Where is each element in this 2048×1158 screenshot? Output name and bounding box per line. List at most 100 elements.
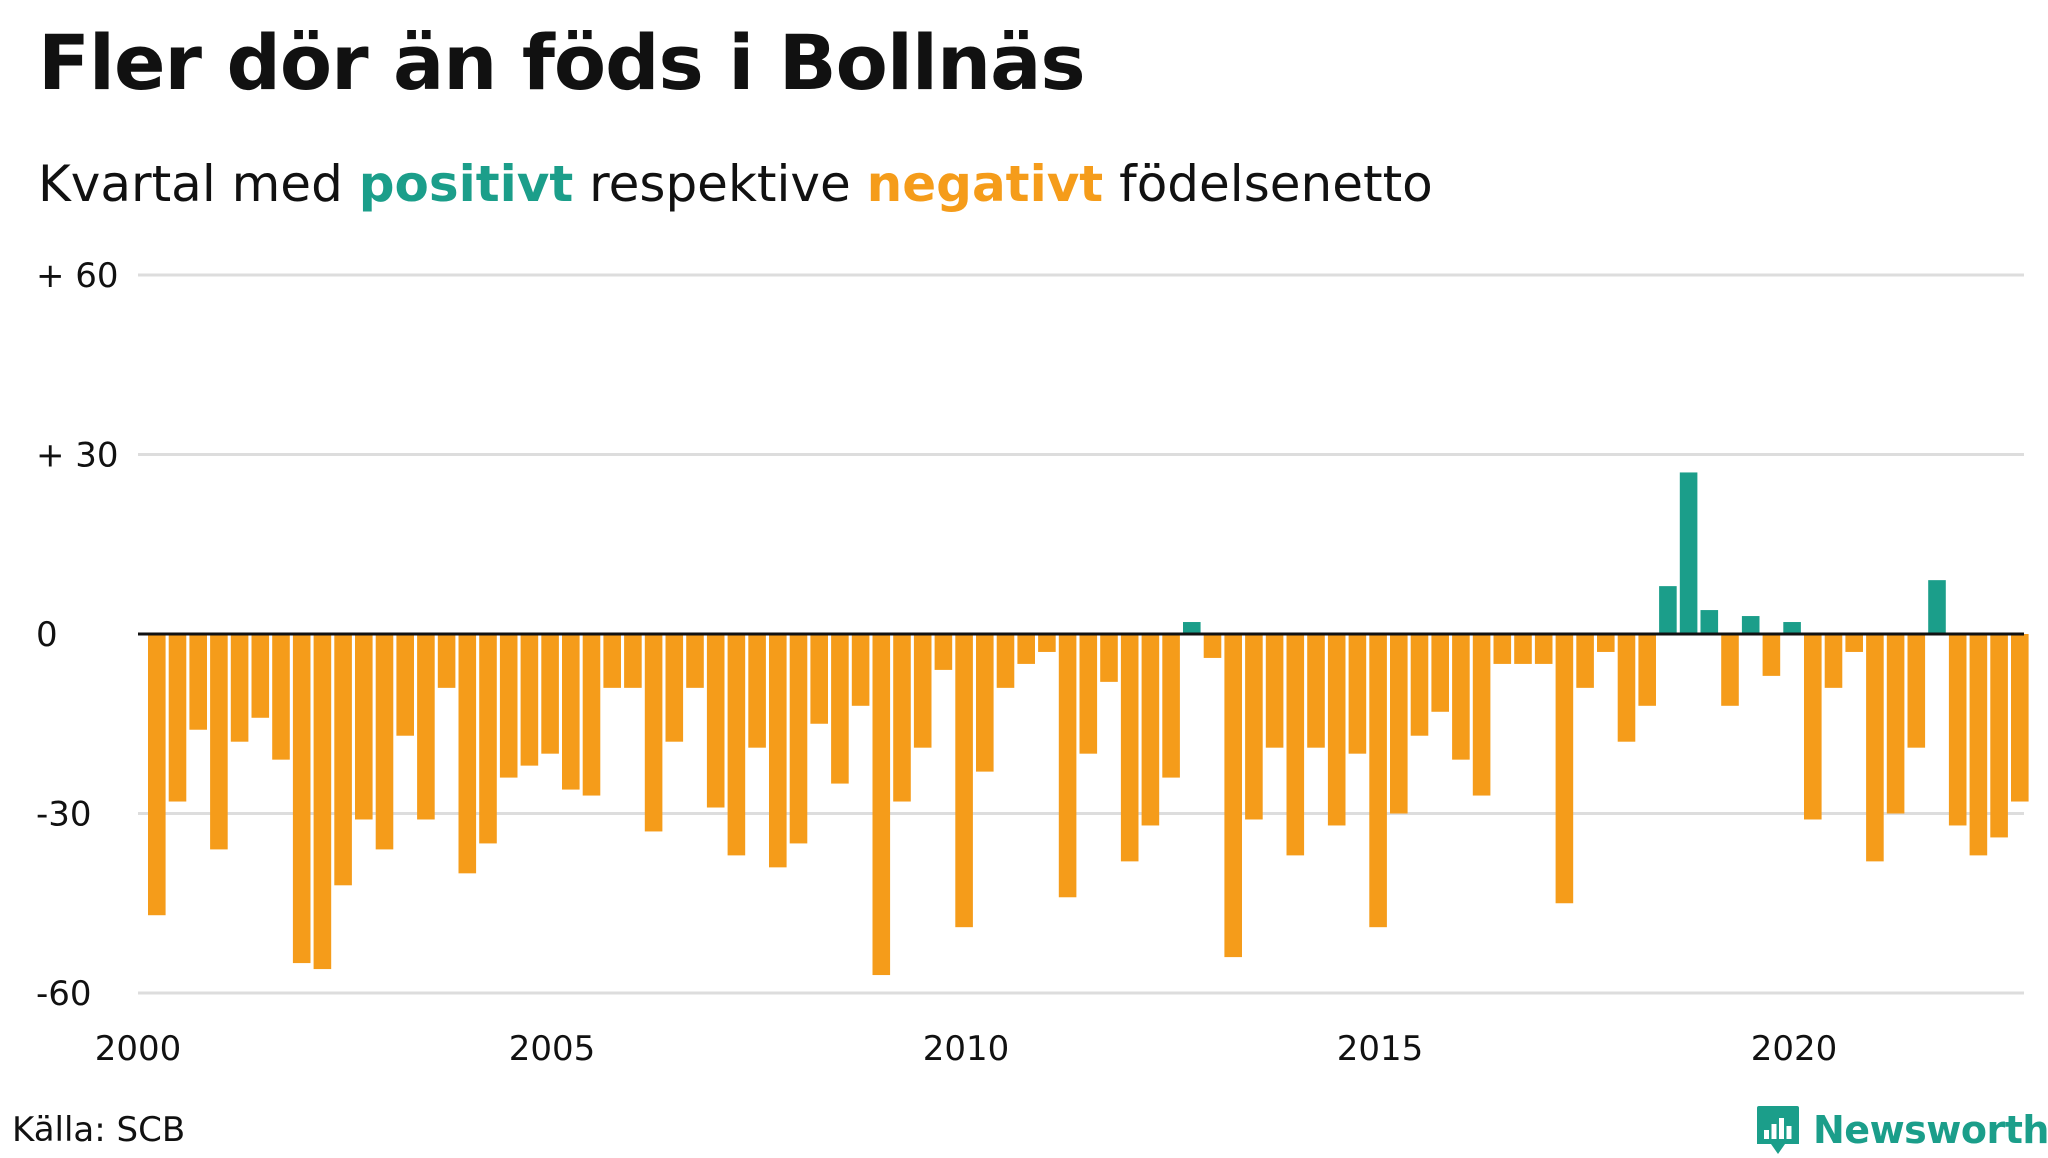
- bar-negative: [1390, 634, 1408, 814]
- bar-negative: [913, 634, 932, 748]
- bar-negative: [644, 634, 663, 832]
- bar-positive: [1183, 622, 1201, 634]
- subtitle-positive-word: positivt: [358, 155, 574, 213]
- bar-negative: [1721, 634, 1739, 706]
- bar-negative: [562, 634, 580, 790]
- bar-negative: [520, 634, 539, 766]
- bar-negative: [727, 634, 746, 856]
- bar-positive: [1700, 610, 1719, 634]
- bar-negative: [292, 634, 311, 964]
- bar-negative: [458, 634, 477, 874]
- bar-negative: [810, 634, 828, 724]
- y-tick-label: + 30: [36, 436, 119, 476]
- bar-negative: [210, 634, 228, 850]
- bar-negative: [1472, 634, 1491, 796]
- bar-negative: [831, 634, 849, 784]
- bar-negative: [189, 634, 207, 730]
- bar-negative: [748, 634, 766, 748]
- bar-negative: [603, 634, 621, 688]
- bar-negative: [355, 634, 373, 820]
- x-axis-tick-labels: 2000 2005 2010 2015 2020: [95, 1029, 1838, 1069]
- bar-negative: [582, 634, 601, 796]
- bar-negative: [1141, 634, 1160, 826]
- bar-negative: [872, 634, 891, 976]
- bar-negative: [1597, 634, 1615, 652]
- bar-negative: [1576, 634, 1594, 688]
- bar-negative: [396, 634, 414, 736]
- bar-negative: [1327, 634, 1346, 826]
- bar-negative: [686, 634, 704, 688]
- bar-negative: [1162, 634, 1180, 778]
- y-tick-label: 0: [36, 615, 58, 655]
- bar-negative: [1079, 634, 1098, 754]
- bar-negative: [1017, 634, 1035, 664]
- bar-negative: [1348, 634, 1367, 754]
- bar-negative: [375, 634, 394, 850]
- bar-negative: [417, 634, 435, 820]
- source-note: Källa: SCB: [12, 1110, 186, 1150]
- bar-negative: [148, 634, 166, 916]
- bar-negative: [1866, 634, 1884, 862]
- bar-chart: + 60 + 30 0 -30 -60 2000 2005 2010 2015 2020: [36, 256, 2029, 1069]
- bar-negative: [976, 634, 994, 772]
- bar-negative: [1907, 634, 1926, 748]
- bar-negative: [251, 634, 270, 718]
- bar-positive: [1783, 622, 1801, 634]
- bar-negative: [479, 634, 497, 844]
- bar-negative: [1990, 634, 2008, 838]
- bar-negative: [1369, 634, 1387, 928]
- bar-negative: [624, 634, 642, 688]
- bar-negative: [168, 634, 187, 802]
- bar-negative: [1617, 634, 1636, 742]
- chart-subtitle: Kvartal med positivt respektive negativt…: [38, 155, 1433, 213]
- y-tick-label: -60: [36, 974, 92, 1014]
- bar-negative: [1762, 634, 1781, 676]
- bar-negative: [851, 634, 870, 706]
- bar-negative: [769, 634, 787, 868]
- bar-negative: [1307, 634, 1325, 748]
- bar-negative: [1969, 634, 1988, 856]
- x-tick-label: 2005: [509, 1029, 596, 1069]
- bar-negative: [665, 634, 684, 742]
- y-axis-tick-labels: + 60 + 30 0 -30 -60: [36, 256, 119, 1014]
- bar-positive: [1741, 616, 1760, 634]
- bar-negative: [893, 634, 911, 802]
- bar-positive: [1928, 580, 1946, 634]
- bar-negative: [1845, 634, 1863, 652]
- bar-negative: [313, 634, 332, 970]
- bar-negative: [996, 634, 1015, 688]
- bar-negative: [1038, 634, 1056, 652]
- bar-negative: [541, 634, 559, 754]
- gridlines: [138, 273, 2024, 995]
- y-tick-label: + 60: [36, 256, 119, 296]
- newsworthy-logo-icon: [1757, 1106, 1799, 1154]
- bar-negative: [1824, 634, 1843, 688]
- bar-negative: [955, 634, 973, 928]
- bar-negative: [1514, 634, 1532, 664]
- bar-negative: [1886, 634, 1905, 814]
- subtitle-middle: respektive: [573, 155, 867, 213]
- bar-negative: [230, 634, 249, 742]
- bar-negative: [334, 634, 352, 886]
- bar-negative: [272, 634, 290, 760]
- bar-negative: [1265, 634, 1284, 748]
- bar-negative: [1120, 634, 1139, 862]
- bar-positive: [1659, 586, 1677, 634]
- brand-name: Newsworthy: [1813, 1108, 2048, 1152]
- bar-negative: [706, 634, 725, 808]
- y-tick-label: -30: [36, 795, 92, 835]
- bar-negative: [1804, 634, 1822, 820]
- bar-negative: [1452, 634, 1470, 760]
- subtitle-prefix: Kvartal med: [38, 155, 359, 213]
- bar-negative: [1286, 634, 1305, 856]
- x-tick-label: 2015: [1337, 1029, 1424, 1069]
- bar-negative: [934, 634, 953, 670]
- bar-negative: [1100, 634, 1118, 682]
- bar-negative: [1245, 634, 1263, 820]
- bar-negative: [1534, 634, 1553, 664]
- bar-negative: [1410, 634, 1429, 736]
- subtitle-suffix: födelsenetto: [1103, 155, 1433, 213]
- bar-negative: [1948, 634, 1967, 826]
- bar-negative: [2011, 634, 2029, 802]
- bar-negative: [1431, 634, 1449, 712]
